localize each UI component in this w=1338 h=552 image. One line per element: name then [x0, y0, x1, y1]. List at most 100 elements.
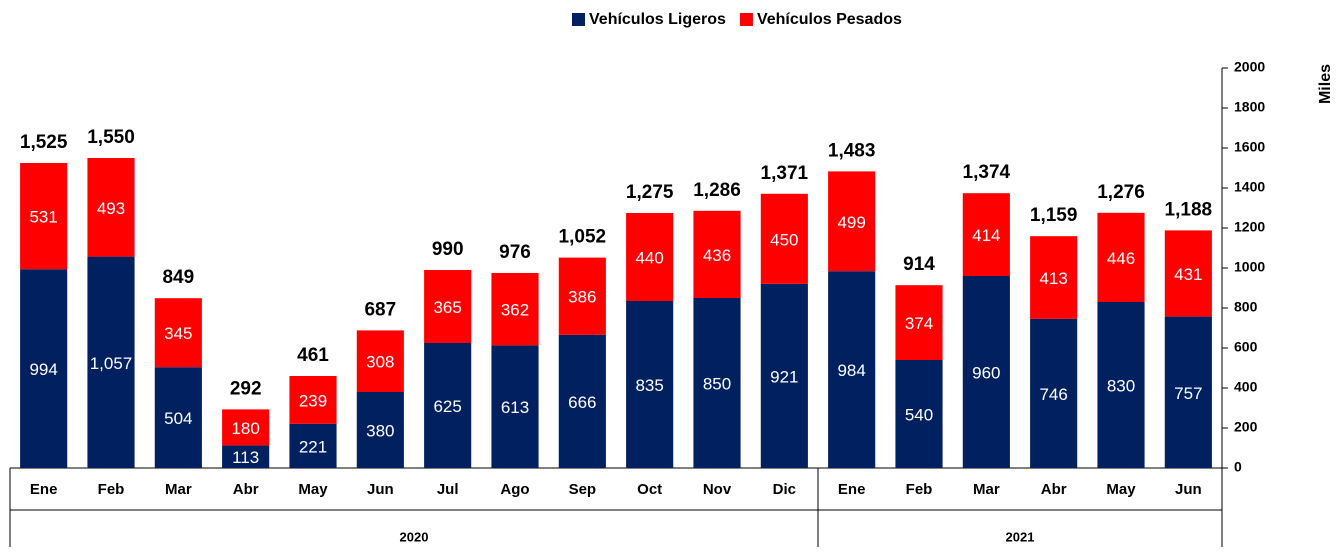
- total-label: 1,159: [1030, 205, 1078, 226]
- bar-segment: [828, 171, 876, 272]
- bar-segment: [1164, 230, 1212, 317]
- bar-segment: [491, 345, 539, 468]
- bar-segment: [20, 269, 68, 468]
- bar-segment: [424, 343, 472, 468]
- data-label: 180: [231, 419, 259, 438]
- total-label: 1,525: [20, 132, 68, 153]
- x-tick-label: Mar: [973, 481, 1000, 498]
- data-label: 239: [299, 391, 327, 410]
- bar-segment: [760, 193, 808, 284]
- y-tick-label: 1800: [1234, 99, 1265, 115]
- total-label: 1,483: [828, 140, 876, 161]
- bar-segment: [87, 158, 135, 257]
- data-label: 921: [770, 367, 798, 386]
- legend-label: Vehículos Pesados: [757, 11, 902, 28]
- total-label: 1,275: [626, 182, 674, 203]
- data-label: 850: [703, 374, 731, 393]
- legend-label: Vehículos Ligeros: [589, 11, 726, 28]
- bar-segment: [356, 330, 404, 392]
- data-label: 440: [635, 248, 663, 267]
- bar-segment: [289, 376, 337, 424]
- data-label: 994: [29, 360, 57, 379]
- data-label: 499: [837, 213, 865, 232]
- bar-segment: [693, 298, 741, 468]
- x-tick-label: Jun: [1175, 481, 1202, 498]
- x-tick-label: Jul: [437, 481, 459, 498]
- data-label: 984: [837, 361, 865, 380]
- total-label: 687: [364, 299, 396, 320]
- bar-segment: [626, 301, 674, 468]
- total-label: 1,188: [1165, 199, 1213, 220]
- y-axis-label: Miles: [1317, 64, 1334, 104]
- bar-segment: [626, 213, 674, 301]
- data-label: 450: [770, 230, 798, 249]
- legend-swatch: [572, 13, 585, 26]
- data-label: 345: [164, 324, 192, 343]
- x-tick-label: Abr: [233, 481, 259, 498]
- y-tick-label: 1400: [1234, 179, 1265, 195]
- data-label: 757: [1174, 384, 1202, 403]
- data-label: 362: [501, 301, 529, 320]
- total-label: 1,052: [559, 227, 607, 248]
- bar-segment: [289, 423, 337, 468]
- data-label: 413: [1039, 269, 1067, 288]
- x-tick-label: Dic: [773, 481, 796, 498]
- x-tick-label: Jun: [367, 481, 394, 498]
- data-label: 374: [905, 314, 933, 333]
- x-tick-label: Ene: [838, 481, 866, 498]
- bar-segment: [962, 193, 1010, 276]
- total-label: 990: [432, 239, 464, 260]
- x-tick-label: Sep: [569, 481, 597, 498]
- x-tick-label: Ago: [500, 481, 529, 498]
- bar-segment: [222, 445, 270, 468]
- bar-segment: [87, 256, 135, 468]
- data-label: 380: [366, 421, 394, 440]
- bar-segment: [154, 367, 202, 468]
- data-label: 504: [164, 409, 192, 428]
- total-label: 1,276: [1097, 182, 1145, 203]
- bar-segment: [895, 360, 943, 468]
- y-tick-label: 2000: [1234, 59, 1265, 75]
- data-label: 625: [433, 397, 461, 416]
- data-label: 436: [703, 246, 731, 265]
- data-label: 540: [905, 405, 933, 424]
- data-label: 531: [29, 208, 57, 227]
- total-label: 1,550: [87, 127, 135, 148]
- data-label: 493: [97, 199, 125, 218]
- y-tick-label: 1000: [1234, 259, 1265, 275]
- data-label: 446: [1107, 249, 1135, 268]
- x-tick-label: Oct: [637, 481, 662, 498]
- y-tick-label: 1600: [1234, 139, 1265, 155]
- x-tick-label: Mar: [165, 481, 192, 498]
- x-tick-label: Feb: [98, 481, 125, 498]
- x-tick-label: May: [1106, 481, 1136, 498]
- data-label: 746: [1039, 385, 1067, 404]
- x-tick-label: May: [298, 481, 328, 498]
- data-label: 960: [972, 363, 1000, 382]
- data-label: 830: [1107, 376, 1135, 395]
- total-label: 914: [903, 254, 935, 275]
- data-label: 365: [433, 298, 461, 317]
- total-label: 1,371: [761, 163, 809, 184]
- bar-segment: [828, 271, 876, 468]
- total-label: 976: [499, 242, 531, 263]
- bar-segment: [356, 392, 404, 468]
- group-label: 2020: [400, 529, 429, 544]
- bar-segment: [895, 285, 943, 360]
- group-label: 2021: [1006, 529, 1035, 544]
- data-label: 835: [635, 376, 663, 395]
- total-label: 292: [230, 378, 262, 399]
- y-tick-label: 600: [1234, 339, 1258, 355]
- bar-segment: [693, 210, 741, 298]
- y-tick-label: 1200: [1234, 219, 1265, 235]
- bar-segment: [424, 270, 472, 343]
- bar-segment: [558, 257, 606, 335]
- total-label: 849: [162, 267, 194, 288]
- data-label: 308: [366, 353, 394, 372]
- bar-segment: [558, 334, 606, 468]
- x-tick-label: Nov: [703, 481, 732, 498]
- data-label: 1,057: [90, 354, 133, 373]
- bar-segment: [760, 283, 808, 468]
- data-label: 221: [299, 437, 327, 456]
